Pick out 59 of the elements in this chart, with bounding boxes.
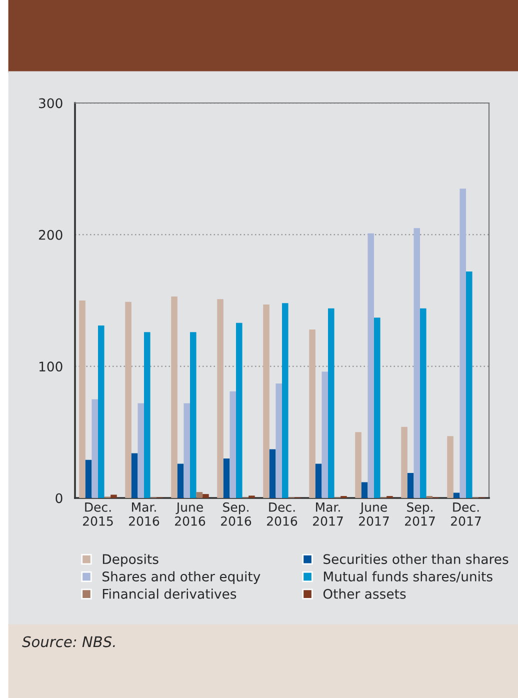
bar	[144, 332, 150, 498]
bar	[368, 233, 374, 498]
bar	[420, 308, 426, 498]
bar	[196, 492, 203, 498]
bar	[309, 329, 316, 498]
source-note: Source: NBS.	[22, 636, 115, 648]
bar	[361, 482, 368, 498]
y-tick-label: 200	[38, 230, 62, 240]
legend-label: Shares and other equity	[102, 571, 260, 584]
x-tick-label: June 2017	[359, 502, 389, 526]
x-tick-label: Dec. 2016	[267, 502, 298, 526]
bar	[184, 403, 190, 498]
x-tick-label: Dec. 2015	[83, 502, 113, 526]
bar	[217, 299, 224, 498]
y-tick-label: 0	[56, 493, 62, 504]
x-tick-label: June 2016	[175, 502, 206, 526]
bar	[85, 460, 92, 498]
legend-label: Financial derivatives	[102, 588, 236, 599]
bar	[131, 453, 138, 498]
legend-label: Securities other than shares	[324, 554, 508, 564]
bar	[98, 326, 104, 498]
x-tick-label: Sep. 2017	[405, 502, 435, 526]
bar	[236, 322, 242, 498]
y-tick-label: 300	[39, 98, 62, 108]
bar	[453, 492, 460, 498]
bar	[322, 372, 328, 498]
bar	[230, 391, 236, 498]
y-tick-label: 100	[39, 362, 62, 372]
x-tick-label: Mar. 2016	[129, 502, 160, 526]
bar	[92, 399, 98, 498]
bar	[263, 304, 270, 498]
legend-label: Other assets	[323, 588, 406, 599]
bar	[401, 426, 408, 498]
bar	[223, 458, 230, 498]
bar	[460, 188, 466, 498]
legend-label: Deposits	[102, 554, 158, 567]
bar	[79, 300, 86, 498]
bar	[171, 296, 178, 498]
x-tick-label: Sep. 2016	[221, 502, 252, 526]
bar	[125, 302, 132, 498]
bar	[355, 432, 362, 498]
bar	[466, 272, 472, 498]
bar	[269, 449, 276, 498]
x-tick-label: Mar. 2017	[313, 502, 343, 526]
legend-label: Mutual funds shares/units	[324, 571, 492, 583]
bar	[276, 383, 282, 498]
bar	[110, 494, 117, 498]
bar	[138, 403, 144, 498]
bar	[414, 228, 420, 498]
bar	[315, 464, 322, 498]
bar	[407, 472, 414, 498]
bar	[190, 332, 196, 498]
bar	[447, 436, 454, 498]
x-tick-label: Dec. 2017	[451, 502, 481, 526]
bar	[374, 318, 380, 498]
bar	[328, 308, 334, 498]
bar	[202, 494, 209, 498]
bar	[282, 303, 288, 498]
bar	[177, 464, 184, 498]
